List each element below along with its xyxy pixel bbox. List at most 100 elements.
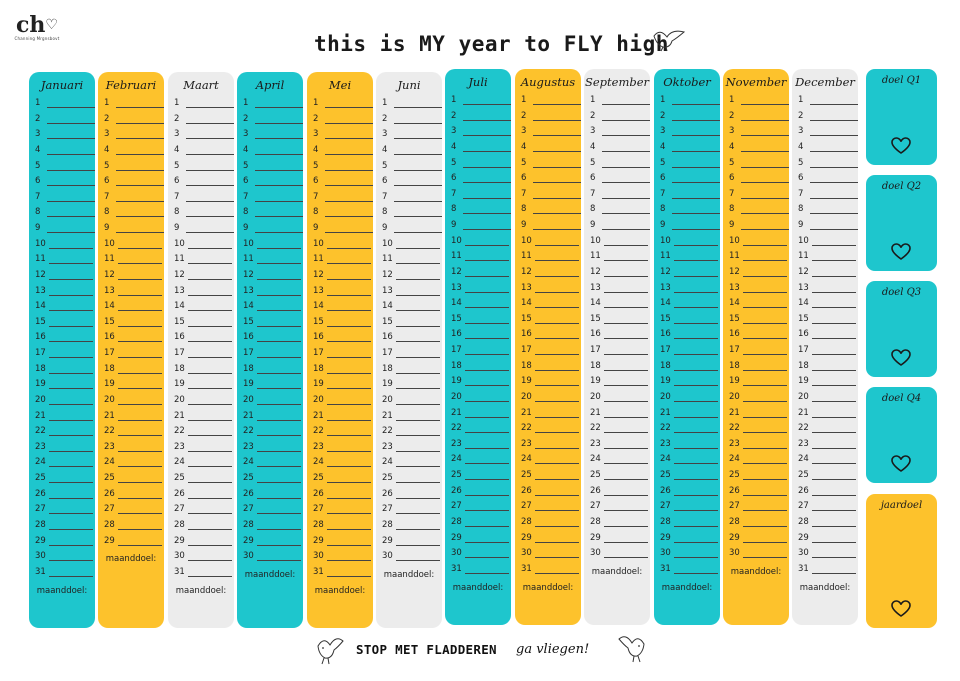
day-row[interactable]: 25 [243,473,303,485]
day-row[interactable]: 2 [174,114,234,126]
day-row[interactable]: 20 [174,395,234,407]
day-row[interactable]: 7 [521,189,581,201]
day-row[interactable]: 19 [590,376,650,388]
day-row[interactable]: 18 [382,364,442,376]
day-row[interactable]: 1 [451,95,511,107]
day-row[interactable]: 15 [729,314,789,326]
day-row[interactable]: 11 [35,254,95,266]
day-row[interactable]: 6 [521,173,581,185]
day-row[interactable]: 23 [798,439,858,451]
day-row[interactable]: 3 [35,129,95,141]
day-row[interactable]: 30 [382,551,442,563]
day-row[interactable]: 16 [243,332,303,344]
day-row[interactable]: 3 [521,126,581,138]
day-row[interactable]: 25 [590,470,650,482]
day-row[interactable]: 10 [174,239,234,251]
day-row[interactable]: 28 [35,520,95,532]
day-row[interactable]: 31 [521,564,581,576]
day-row[interactable]: 27 [590,501,650,513]
day-row[interactable]: 26 [382,489,442,501]
day-row[interactable]: 21 [174,411,234,423]
day-row[interactable]: 12 [174,270,234,282]
day-row[interactable]: 27 [798,501,858,513]
day-row[interactable]: 17 [798,345,858,357]
day-row[interactable]: 3 [798,126,858,138]
day-row[interactable]: 29 [451,533,511,545]
day-row[interactable]: 17 [243,348,303,360]
day-row[interactable]: 10 [660,236,720,248]
day-row[interactable]: 2 [382,114,442,126]
day-row[interactable]: 14 [729,298,789,310]
day-row[interactable]: 8 [521,204,581,216]
day-row[interactable]: 30 [590,548,650,560]
day-row[interactable]: 29 [590,533,650,545]
day-row[interactable]: 6 [729,173,789,185]
day-row[interactable]: 13 [174,286,234,298]
day-row[interactable]: 26 [451,486,511,498]
day-row[interactable]: 20 [521,392,581,404]
day-row[interactable]: 10 [798,236,858,248]
day-row[interactable]: 6 [382,176,442,188]
day-row[interactable]: 13 [798,283,858,295]
day-row[interactable]: 7 [174,192,234,204]
day-row[interactable]: 2 [313,114,373,126]
day-row[interactable]: 5 [174,161,234,173]
day-row[interactable]: 1 [590,95,650,107]
day-row[interactable]: 18 [590,361,650,373]
day-row[interactable]: 30 [35,551,95,563]
day-row[interactable]: 2 [798,111,858,123]
day-row[interactable]: 18 [798,361,858,373]
day-row[interactable]: 3 [660,126,720,138]
day-row[interactable]: 29 [521,533,581,545]
day-row[interactable]: 24 [174,457,234,469]
day-row[interactable]: 10 [521,236,581,248]
day-row[interactable]: 22 [590,423,650,435]
day-row[interactable]: 11 [521,251,581,263]
day-row[interactable]: 17 [174,348,234,360]
day-row[interactable]: 15 [590,314,650,326]
day-row[interactable]: 2 [590,111,650,123]
day-row[interactable]: 17 [313,348,373,360]
day-row[interactable]: 16 [313,332,373,344]
day-row[interactable]: 15 [174,317,234,329]
day-row[interactable]: 17 [660,345,720,357]
day-row[interactable]: 2 [729,111,789,123]
day-row[interactable]: 26 [590,486,650,498]
day-row[interactable]: 24 [521,454,581,466]
day-row[interactable]: 8 [590,204,650,216]
day-row[interactable]: 25 [382,473,442,485]
day-row[interactable]: 11 [660,251,720,263]
day-row[interactable]: 19 [382,379,442,391]
day-row[interactable]: 28 [729,517,789,529]
day-row[interactable]: 30 [313,551,373,563]
day-row[interactable]: 28 [521,517,581,529]
day-row[interactable]: 7 [313,192,373,204]
day-row[interactable]: 28 [382,520,442,532]
day-row[interactable]: 24 [243,457,303,469]
day-row[interactable]: 14 [382,301,442,313]
day-row[interactable]: 21 [521,408,581,420]
day-row[interactable]: 30 [243,551,303,563]
day-row[interactable]: 13 [104,286,164,298]
day-row[interactable]: 19 [729,376,789,388]
day-row[interactable]: 6 [243,176,303,188]
day-row[interactable]: 11 [243,254,303,266]
day-row[interactable]: 18 [451,361,511,373]
day-row[interactable]: 5 [798,158,858,170]
day-row[interactable]: 24 [104,457,164,469]
day-row[interactable]: 12 [313,270,373,282]
day-row[interactable]: 4 [729,142,789,154]
day-row[interactable]: 15 [660,314,720,326]
day-row[interactable]: 19 [35,379,95,391]
day-row[interactable]: 10 [382,239,442,251]
day-row[interactable]: 29 [660,533,720,545]
day-row[interactable]: 1 [382,98,442,110]
day-row[interactable]: 22 [660,423,720,435]
day-row[interactable]: 14 [590,298,650,310]
day-row[interactable]: 14 [660,298,720,310]
day-row[interactable]: 16 [35,332,95,344]
day-row[interactable]: 4 [660,142,720,154]
day-row[interactable]: 31 [313,567,373,579]
day-row[interactable]: 24 [451,454,511,466]
day-row[interactable]: 18 [104,364,164,376]
